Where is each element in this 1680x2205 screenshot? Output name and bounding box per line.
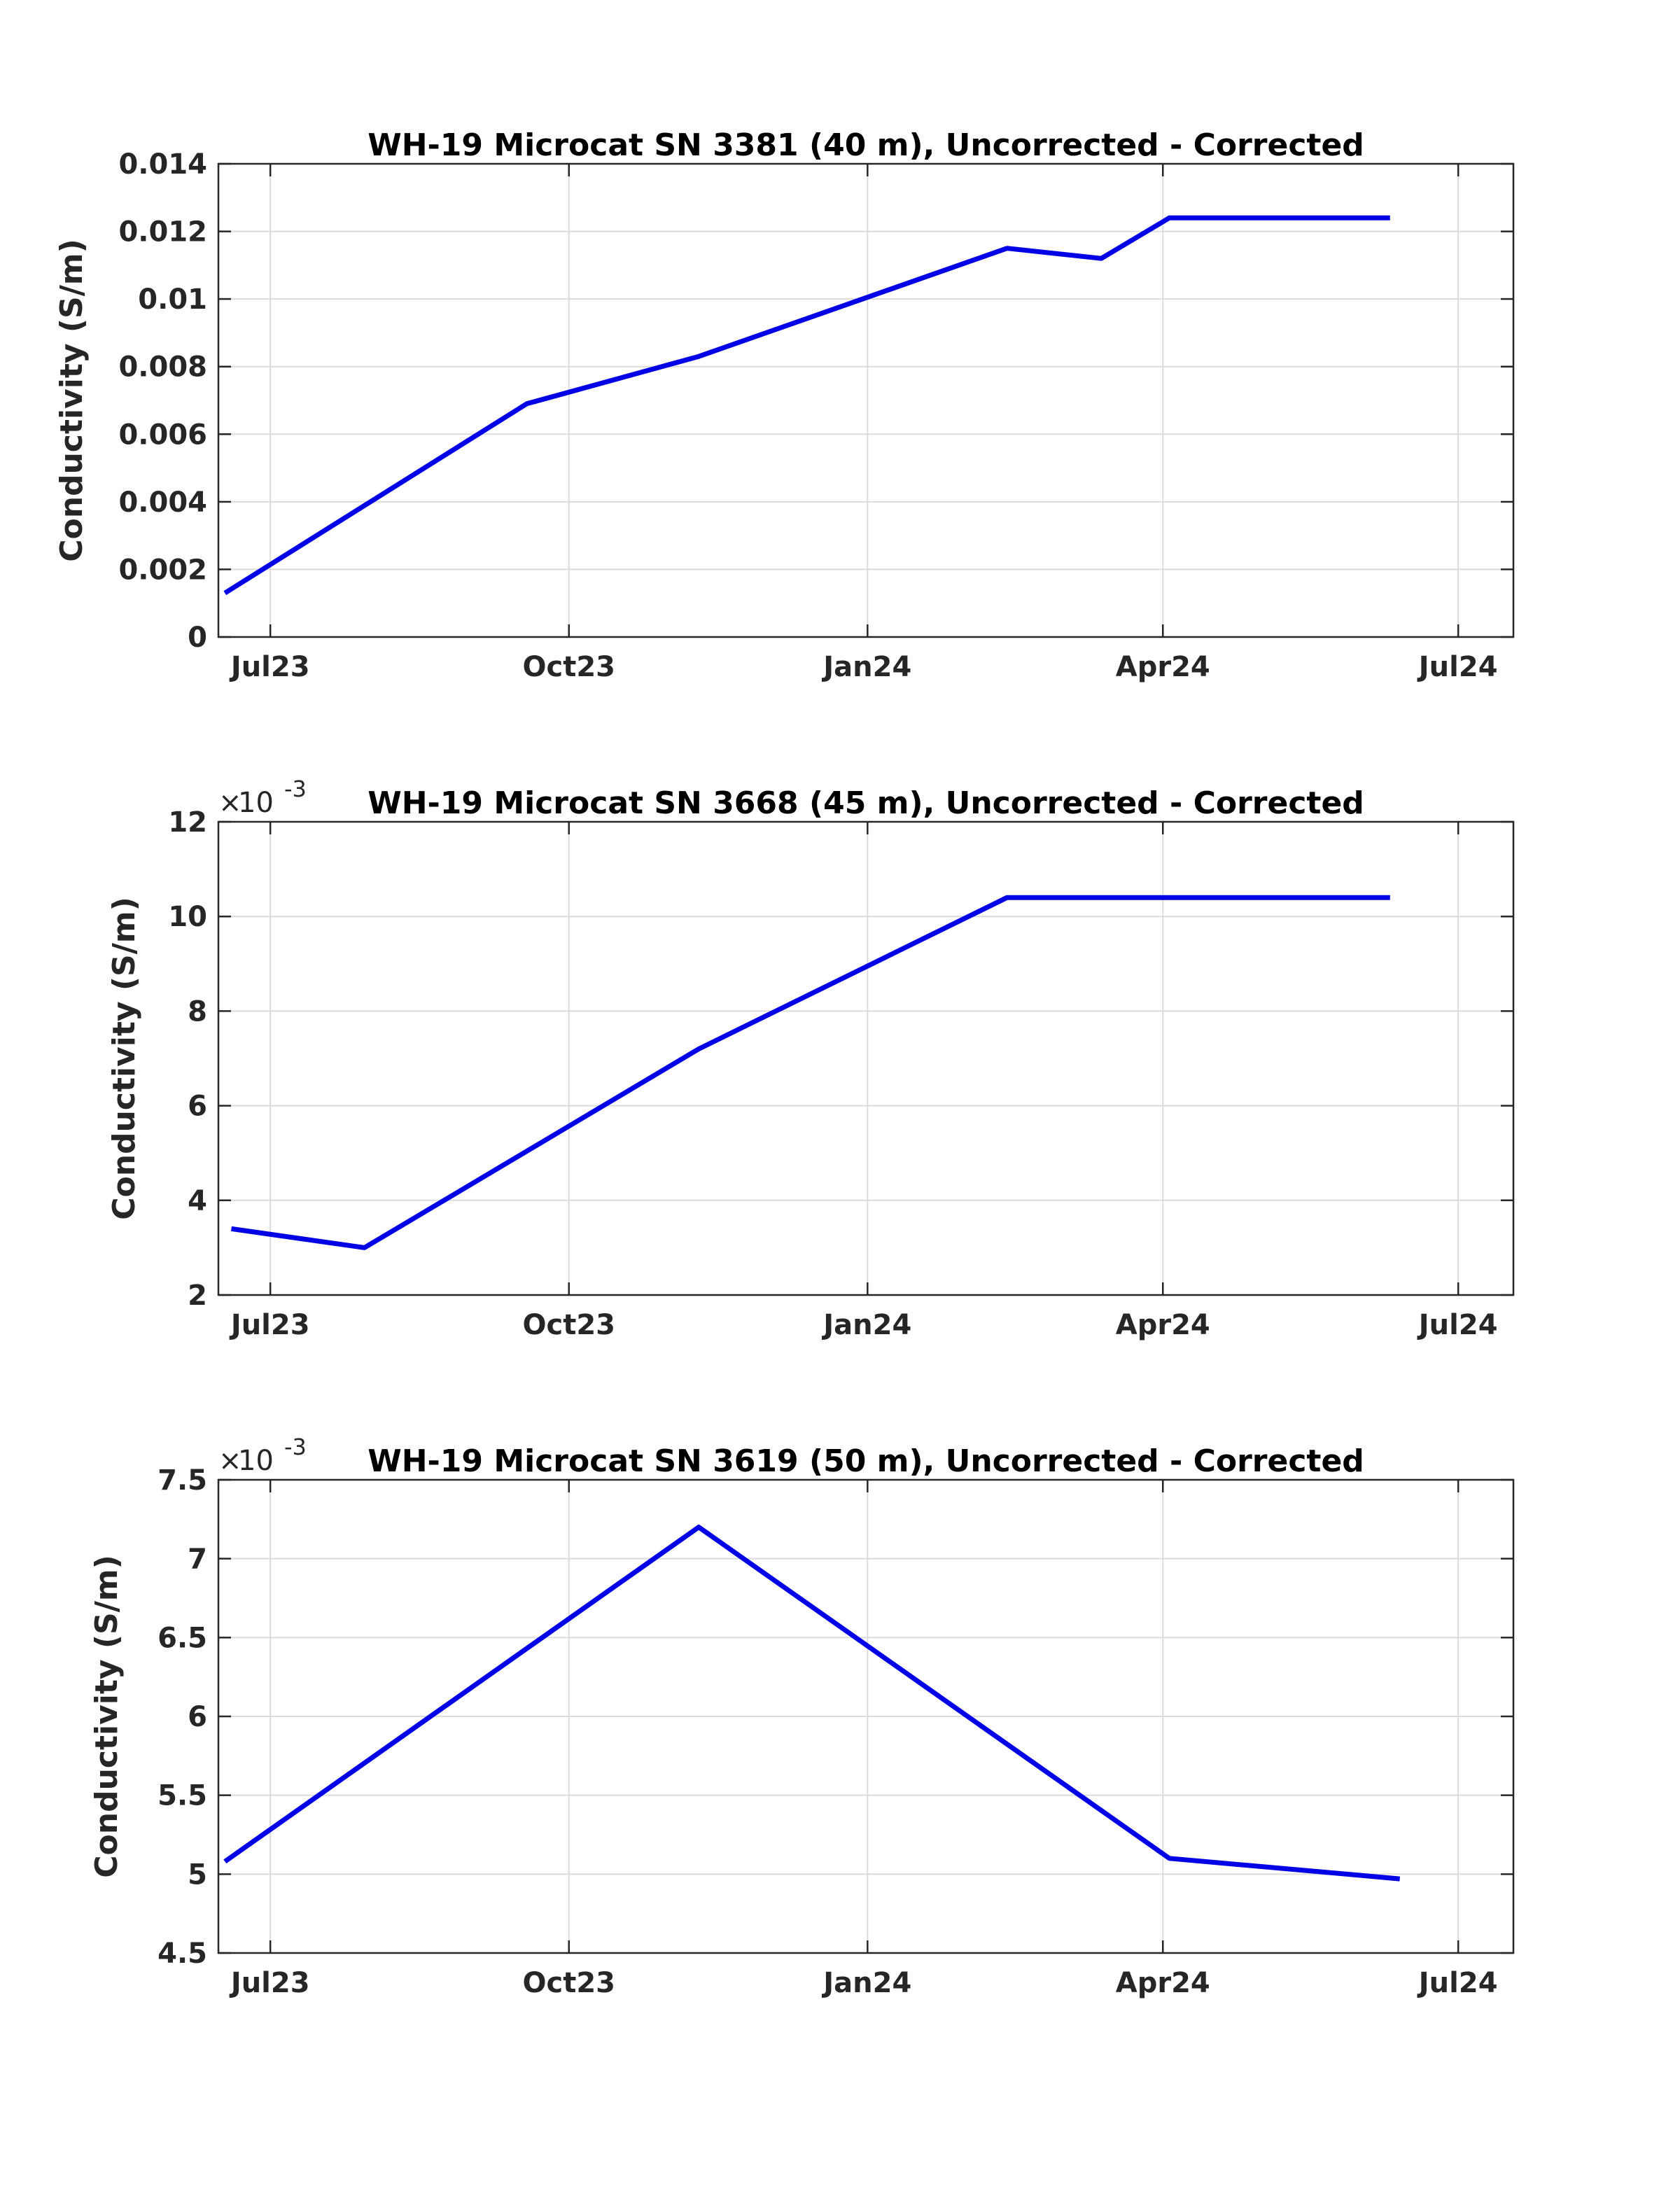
plot-area xyxy=(218,164,1513,637)
y-tick-label: 6 xyxy=(188,1701,207,1733)
y-tick-label: 7 xyxy=(188,1544,207,1576)
y-tick-label: 5 xyxy=(188,1858,207,1891)
multiplier-exponent: -3 xyxy=(284,776,307,802)
x-tick-label: Jul24 xyxy=(1417,1967,1498,1999)
y-tick-label: 0.002 xyxy=(118,554,207,586)
y-tick-label: 0.012 xyxy=(118,216,207,248)
chart-title: WH-19 Microcat SN 3381 (40 m), Uncorrect… xyxy=(368,127,1364,163)
y-tick-label: 0.01 xyxy=(138,284,207,316)
multiplier-times: × xyxy=(218,1445,242,1477)
y-axis-multiplier: ×10 -3 xyxy=(218,776,307,819)
x-tick-label: Oct23 xyxy=(523,1967,616,1999)
y-tick-label: 6.5 xyxy=(158,1622,207,1654)
x-tick-label: Jul24 xyxy=(1417,651,1498,683)
y-tick-label: 7.5 xyxy=(158,1464,207,1497)
multiplier-exponent: -3 xyxy=(284,1434,307,1460)
plot-area xyxy=(218,822,1513,1295)
y-tick-label: 2 xyxy=(188,1280,207,1312)
y-tick-label: 12 xyxy=(168,806,207,839)
x-tick-label: Jul23 xyxy=(229,1967,310,1999)
y-tick-label: 10 xyxy=(168,901,207,933)
y-tick-label: 0.014 xyxy=(118,148,207,181)
y-tick-label: 4.5 xyxy=(158,1938,207,1970)
y-tick-label: 0.004 xyxy=(118,486,207,519)
y-tick-label: 8 xyxy=(188,995,207,1028)
x-tick-label: Apr24 xyxy=(1116,1309,1210,1341)
y-tick-label: 6 xyxy=(188,1091,207,1123)
x-tick-label: Jul23 xyxy=(229,651,310,683)
y-axis-label: Conductivity (S/m) xyxy=(54,239,90,561)
x-tick-label: Jul23 xyxy=(229,1309,310,1341)
x-tick-label: Jan24 xyxy=(821,1967,911,1999)
axes-box xyxy=(217,162,1515,638)
chart-panel-1: Jul23 Oct23 Jan24 Apr24 Jul24 0 0.002 0.004 0.00… xyxy=(54,127,1515,683)
series-line xyxy=(231,895,1390,1250)
x-tick-label: Oct23 xyxy=(523,651,616,683)
y-tick-label: 0.008 xyxy=(118,351,207,384)
x-tick-label: Oct23 xyxy=(523,1309,616,1341)
y-tick-label: 5.5 xyxy=(158,1780,207,1812)
y-tick-label: 0 xyxy=(188,622,207,654)
x-tick-label: Apr24 xyxy=(1116,1967,1210,1999)
y-tick-label: 4 xyxy=(188,1185,207,1217)
y-axis-label: Conductivity (S/m) xyxy=(89,1555,125,1877)
axes-box xyxy=(217,820,1515,1296)
series-line xyxy=(223,1525,1401,1882)
y-axis-multiplier: ×10 -3 xyxy=(218,1434,307,1477)
y-axis-label: Conductivity (S/m) xyxy=(106,897,142,1219)
multiplier-base: 10 xyxy=(238,1445,274,1477)
multiplier-times: × xyxy=(218,787,242,819)
axes-box xyxy=(217,1478,1515,1954)
y-tick-label: 0.006 xyxy=(118,419,207,451)
multiplier-base: 10 xyxy=(238,787,274,819)
chart-panel-3: Jul23 Oct23 Jan24 Apr24 Jul24 4.5 5 5.5 6 6.5 7 7.5… xyxy=(89,1434,1515,1999)
x-tick-label: Jan24 xyxy=(821,651,911,683)
chart-title: WH-19 Microcat SN 3619 (50 m), Uncorrect… xyxy=(368,1443,1364,1479)
series-line xyxy=(223,215,1390,596)
x-tick-label: Jan24 xyxy=(821,1309,911,1341)
chart-title: WH-19 Microcat SN 3668 (45 m), Uncorrect… xyxy=(368,785,1364,821)
x-tick-label: Apr24 xyxy=(1116,651,1210,683)
x-tick-label: Jul24 xyxy=(1417,1309,1498,1341)
